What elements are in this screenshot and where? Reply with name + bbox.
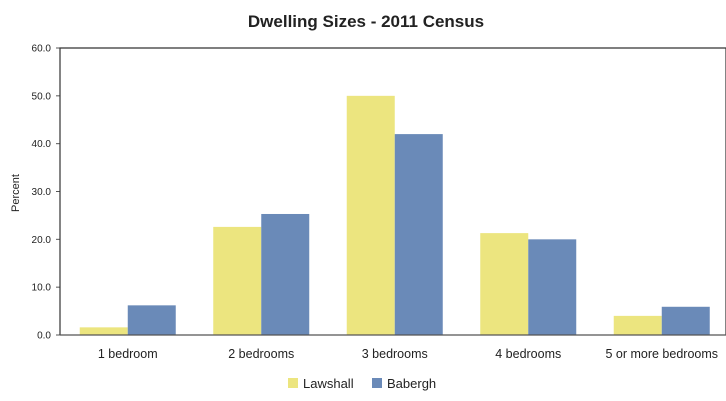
bar-babergh-1 (127, 305, 176, 335)
legend-label-lawshall: Lawshall (303, 376, 354, 391)
x-category-label: 1 bedroom (98, 347, 158, 361)
bar-babergh-3 (394, 134, 443, 335)
bars-group (79, 95, 710, 335)
y-axis-ticks: 0.0 10.0 20.0 30.0 40.0 50.0 60.0 (32, 44, 726, 342)
y-tick-label: 0.0 (37, 331, 51, 342)
x-category-label: 4 bedrooms (495, 347, 561, 361)
bar-lawshall-1 (79, 327, 128, 335)
y-axis-title: Percent (10, 174, 22, 212)
bar-lawshall-5 (613, 315, 662, 335)
legend-swatch-babergh (372, 378, 382, 388)
legend-swatch-lawshall (288, 378, 298, 388)
legend: Lawshall Babergh (288, 376, 436, 391)
chart-title: Dwelling Sizes - 2011 Census (248, 12, 484, 31)
legend-label-babergh: Babergh (387, 376, 436, 391)
bar-lawshall-3 (346, 95, 395, 335)
x-category-label: 3 bedrooms (362, 347, 428, 361)
x-category-label: 5 or more bedrooms (605, 347, 718, 361)
bar-babergh-4 (528, 239, 577, 335)
bar-lawshall-4 (480, 233, 529, 335)
y-tick-label: 20.0 (32, 235, 52, 246)
y-tick-label: 30.0 (32, 187, 52, 198)
bar-lawshall-2 (213, 226, 262, 335)
y-tick-label: 40.0 (32, 139, 52, 150)
x-axis-labels: 1 bedroom 2 bedrooms 3 bedrooms 4 bedrooms 5… (98, 347, 718, 361)
y-tick-label: 50.0 (32, 91, 52, 102)
y-tick-label: 60.0 (32, 44, 52, 55)
x-category-label: 2 bedrooms (228, 347, 294, 361)
bar-babergh-5 (661, 306, 710, 335)
y-tick-label: 10.0 (32, 283, 52, 294)
plot-frame (59, 47, 726, 335)
bar-babergh-2 (261, 213, 310, 335)
